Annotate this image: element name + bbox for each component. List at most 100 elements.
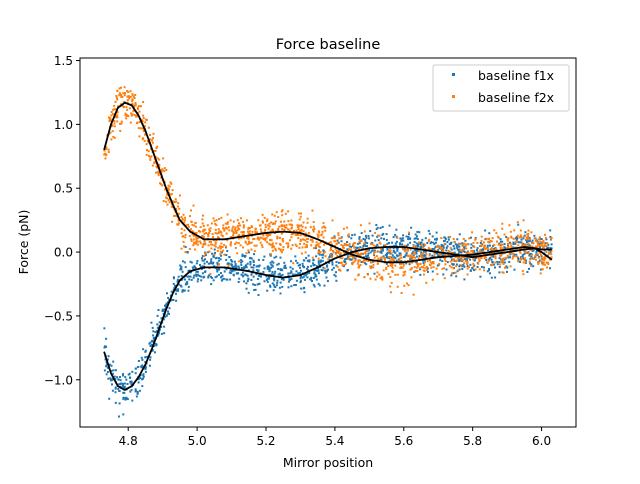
data-point [347,248,350,251]
data-point [222,249,225,252]
data-point [429,242,432,245]
data-point [337,234,340,237]
data-point [272,283,275,286]
data-point [536,239,539,242]
data-point [346,250,349,253]
data-point [312,262,314,265]
data-point [105,146,108,149]
data-point [444,237,447,240]
data-point [520,241,523,244]
data-point [353,246,356,249]
data-point [472,241,475,244]
data-point [152,132,155,135]
data-point [166,197,168,200]
data-point [196,273,199,276]
data-point [494,257,497,260]
data-point [180,219,183,222]
data-point [449,242,452,245]
data-point [504,256,507,259]
data-point [131,94,134,97]
data-point [408,255,411,258]
data-point [432,266,435,269]
data-point [299,242,301,245]
data-point [103,153,106,156]
data-point [203,232,206,235]
data-point [469,269,472,272]
data-point [459,249,462,252]
data-point [535,253,538,256]
data-point [233,260,236,263]
data-point [106,371,109,373]
data-point [201,222,204,225]
data-point [103,346,106,349]
data-point [166,292,168,295]
data-point [399,242,401,245]
data-point [492,251,495,254]
data-point [154,351,156,354]
data-point [276,237,279,240]
data-point [237,237,240,240]
data-point [362,261,365,264]
data-point [182,213,185,216]
data-point [406,249,409,252]
data-point [114,401,117,404]
data-point [363,262,366,265]
data-point [225,245,227,248]
data-point [358,242,361,245]
data-point [156,323,159,326]
data-point [216,270,219,273]
data-point [234,226,237,229]
data-point [352,256,355,259]
data-point [340,240,343,243]
data-point [442,244,445,247]
data-point [230,260,233,263]
data-point [539,251,542,254]
data-point [455,263,458,266]
data-point [541,258,544,261]
data-point [287,272,290,275]
data-point [319,241,322,244]
data-point [348,245,351,248]
data-point [390,264,393,267]
data-point [241,260,244,263]
data-point [204,252,207,255]
data-point [215,275,218,278]
data-point [304,274,307,277]
data-point [251,230,254,233]
data-point [393,259,395,262]
data-point [304,251,307,254]
data-point [255,244,258,247]
data-point [243,255,246,258]
data-point [544,242,547,245]
data-point [290,271,293,274]
data-point [212,236,214,238]
data-point [136,390,139,393]
data-point [436,273,439,276]
data-point [419,243,422,246]
data-point [536,241,539,244]
data-point [418,267,421,270]
data-point [212,279,215,282]
data-point [366,242,369,245]
data-point [238,277,241,280]
data-point [135,115,138,118]
data-point [203,255,206,258]
data-point [171,200,174,203]
data-point [270,253,272,256]
data-point [289,278,292,281]
data-point [123,391,126,394]
data-point [272,261,275,264]
data-point [231,227,234,230]
data-point [523,258,526,261]
data-point [303,259,306,262]
data-point [134,388,137,391]
data-point [433,251,436,254]
data-point [490,247,493,249]
data-point [332,251,335,254]
data-point [391,254,394,257]
data-point [531,257,534,260]
data-point [455,275,458,278]
data-point [202,276,205,279]
data-point [380,258,383,261]
data-point [413,266,416,269]
